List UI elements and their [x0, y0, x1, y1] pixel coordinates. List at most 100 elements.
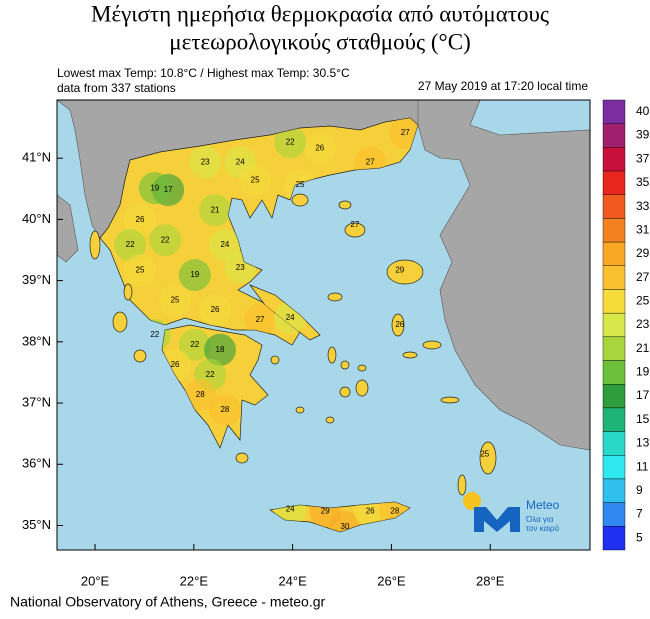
station-value: 28 — [220, 405, 229, 414]
station-value: 25 — [296, 180, 305, 189]
station-value: 21 — [211, 205, 220, 214]
station-value: 29 — [321, 507, 330, 516]
station-value: 22 — [206, 370, 215, 379]
temperature-patch — [208, 393, 241, 426]
lon-tick-label: 20°E — [81, 573, 110, 588]
colorbar-band — [602, 147, 626, 172]
colorbar-label: 17 — [636, 388, 650, 402]
colorbar-label: 15 — [636, 412, 650, 426]
station-value: 27 — [401, 128, 410, 137]
station-value: 17 — [164, 185, 173, 194]
temperature-patch — [244, 303, 277, 336]
logo-sun — [463, 492, 481, 510]
station-value: 24 — [236, 158, 245, 167]
logo-tagline: Όλα για — [525, 515, 554, 524]
colorbar-band — [602, 265, 626, 290]
colorbar-label: 23 — [636, 317, 650, 331]
colorbar-label: 5 — [636, 530, 643, 544]
temperature-patch — [239, 164, 272, 197]
station-value: 27 — [350, 220, 359, 229]
title-line: Μέγιστη ημερήσια θερμοκρασία από αυτόματ… — [91, 1, 549, 26]
temperature-patch — [114, 229, 147, 262]
colorbar-label: 33 — [636, 199, 650, 213]
station-value: 26 — [366, 507, 375, 516]
colorbar-band — [602, 407, 626, 432]
station-value: 26 — [136, 215, 145, 224]
colorbar-band — [602, 455, 626, 480]
station-value: 22 — [126, 240, 135, 249]
station-value: 25 — [480, 450, 489, 459]
station-value: 23 — [236, 263, 245, 272]
colorbar-label: 7 — [636, 507, 643, 521]
colorbar-band — [602, 502, 626, 527]
station-value: 22 — [286, 137, 295, 146]
station-value: 26 — [315, 143, 324, 152]
station-value: 22 — [190, 340, 199, 349]
colorbar-band — [602, 336, 626, 361]
station-value: 18 — [216, 345, 225, 354]
temperature-patch — [159, 284, 192, 317]
station-value: 26 — [395, 320, 404, 329]
lat-tick-label: 39°N — [22, 272, 51, 287]
station-value: 25 — [251, 175, 260, 184]
colorbar-band — [602, 289, 626, 314]
colorbar-band — [602, 194, 626, 219]
station-value: 24 — [286, 313, 295, 322]
turkey — [417, 99, 591, 451]
colorbar-label: 29 — [636, 246, 650, 260]
station-value: 19 — [190, 270, 199, 279]
station-value: 26 — [171, 360, 180, 369]
temperature-patch — [328, 510, 361, 532]
temperature-patch — [149, 224, 182, 257]
colorbar-label: 9 — [636, 483, 643, 497]
timestamp: 27 May 2019 at 17:20 local time — [418, 79, 588, 93]
station-value: 27 — [256, 315, 265, 324]
station-value: 25 — [136, 265, 145, 274]
station-value: 24 — [286, 505, 295, 514]
footer: National Observatory of Athens, Greece -… — [10, 594, 325, 610]
lat-tick-label: 38°N — [22, 333, 51, 348]
temperature-patch — [189, 146, 222, 179]
lat-tick-label: 37°N — [22, 394, 51, 409]
logo-name: Meteo — [526, 498, 560, 512]
colorbar-label: 21 — [636, 341, 650, 355]
station-value: 24 — [220, 240, 229, 249]
logo: Meteo Όλα για τον καιρό — [463, 492, 560, 533]
colorbar: 40 39 37 35 33 31 29 27 25 23 21 19 17 15 13 11 9 7 5 — [602, 99, 650, 551]
colorbar-label: 40 — [636, 104, 650, 118]
temperature-patch — [123, 254, 156, 287]
colorbar-label: 37 — [636, 151, 650, 165]
colorbar-label: 39 — [636, 128, 650, 142]
station-count: data from 337 stations — [57, 81, 176, 95]
colorbar-label: 31 — [636, 222, 650, 236]
station-value: 28 — [196, 390, 205, 399]
temperature-patch — [274, 126, 307, 159]
colorbar-band — [602, 123, 626, 148]
neighbours — [56, 99, 591, 451]
colorbar-band — [602, 241, 626, 266]
lat-tick-label: 41°N — [22, 150, 51, 165]
temperature-patch — [123, 204, 156, 236]
station-value: 26 — [211, 305, 220, 314]
logo-mark — [474, 507, 520, 532]
temperature-patch — [303, 132, 336, 165]
colorbar-band — [602, 218, 626, 243]
station-value: 25 — [171, 295, 180, 304]
colorbar-band — [602, 312, 626, 338]
temperature-patch — [138, 172, 171, 205]
temperature-patch — [199, 194, 232, 227]
temperature-patch — [204, 333, 237, 366]
lon-tick-label: 28°E — [476, 573, 505, 588]
temperature-patch — [199, 294, 232, 326]
colorbar-label: 35 — [636, 175, 650, 189]
temperature-patch — [178, 259, 211, 292]
map-frame — [56, 99, 591, 551]
colorbar-label: 25 — [636, 293, 650, 307]
colorbar-band — [602, 431, 626, 456]
temperature-patch — [184, 379, 217, 412]
station-value: 29 — [395, 265, 404, 274]
station-value: 22 — [150, 330, 159, 339]
colorbar-band — [602, 526, 626, 551]
colorbar-band — [602, 170, 626, 195]
